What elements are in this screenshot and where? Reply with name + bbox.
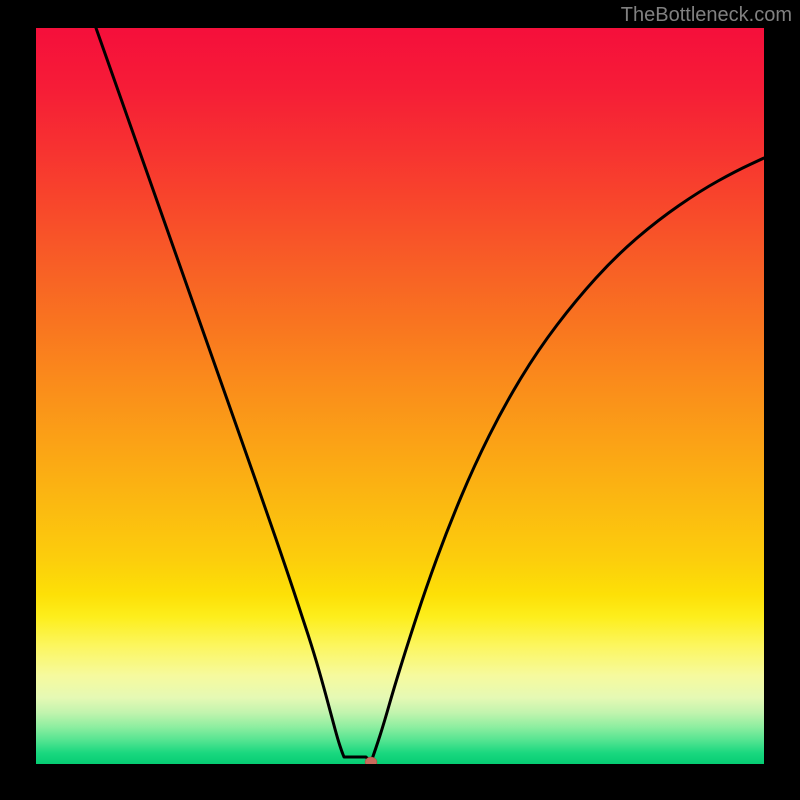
plot-area <box>36 28 764 764</box>
watermark-text: TheBottleneck.com <box>621 4 792 27</box>
v-curve-line <box>96 28 764 762</box>
curve-overlay <box>36 28 764 764</box>
chart-container: TheBottleneck.com <box>0 0 800 800</box>
